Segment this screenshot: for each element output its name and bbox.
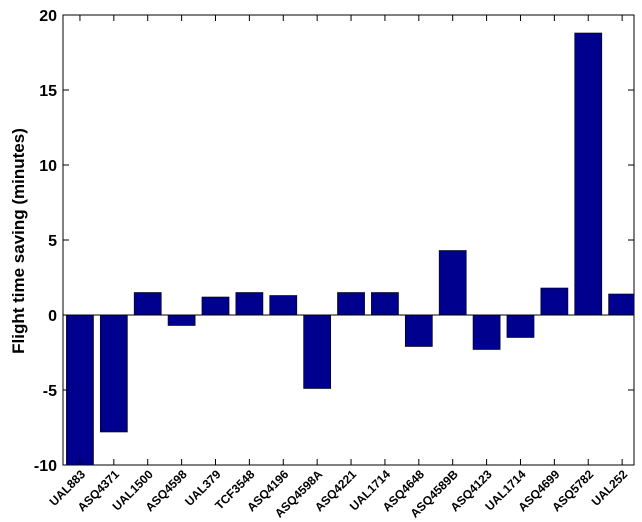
y-tick-label: -10	[34, 458, 57, 475]
y-axis-title: Flight time saving (minutes)	[9, 128, 28, 354]
bar-16	[574, 32, 603, 316]
bar-1	[66, 314, 94, 465]
bar-5	[201, 296, 230, 316]
bar-11	[404, 314, 433, 347]
plot-area-border	[62, 14, 635, 466]
y-tick-label: 5	[48, 233, 57, 250]
bar-12	[438, 250, 467, 316]
y-tick-label: 10	[39, 158, 57, 175]
y-axis-ticks: -10 -5 0 5 10 15 20	[34, 8, 634, 475]
x-tick-label: UAL252	[589, 467, 631, 509]
bar-8	[303, 314, 332, 389]
bar-3	[133, 292, 162, 316]
bar-9	[337, 292, 365, 316]
y-tick-label: 15	[39, 83, 57, 100]
bar-6	[235, 292, 264, 316]
y-tick-label: 20	[39, 8, 57, 25]
bars	[66, 32, 634, 465]
bar-4	[167, 314, 196, 326]
bar-14	[506, 314, 535, 338]
y-tick-label: 0	[48, 308, 57, 325]
plot-frame	[62, 14, 635, 466]
bar-2	[99, 314, 128, 433]
bar-17	[608, 293, 634, 316]
x-axis-ticks: UAL883ASQ4371UAL1500ASQ4598UAL379TCF3548…	[47, 15, 631, 521]
bar-7	[269, 295, 298, 316]
y-tick-label: -5	[43, 383, 57, 400]
bar-13	[472, 314, 501, 350]
bar-10	[371, 292, 399, 316]
bar-15	[540, 287, 569, 316]
